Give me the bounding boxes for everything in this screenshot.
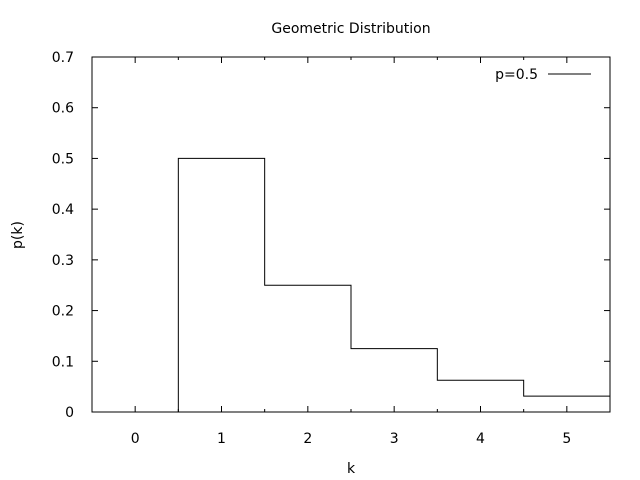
x-tick-label: 2 — [303, 431, 312, 447]
legend: p=0.5 — [495, 67, 591, 83]
y-tick-label: 0 — [65, 405, 74, 421]
x-tick-label: 5 — [562, 431, 571, 447]
x-tick-label: 0 — [131, 431, 140, 447]
x-tick-label: 1 — [217, 431, 226, 447]
y-axis: 0 0.1 0.2 0.3 0.4 0.5 0.6 0.7 — [52, 50, 610, 421]
y-tick-label: 0.3 — [52, 253, 74, 269]
plot-frame — [91, 56, 611, 413]
y-tick-label: 0.7 — [52, 50, 74, 66]
y-axis-label: p(k) — [10, 221, 26, 249]
chart-title: Geometric Distribution — [271, 21, 430, 37]
y-tick-label: 0.1 — [52, 354, 74, 370]
x-axis: 0 1 2 3 4 5 — [91, 57, 611, 447]
y-tick-label: 0.5 — [52, 151, 74, 167]
series-line — [92, 157, 610, 413]
series-layer — [92, 157, 610, 413]
legend-label: p=0.5 — [495, 67, 538, 83]
x-axis-label: k — [347, 461, 356, 477]
plot-area — [91, 56, 611, 413]
x-tick-label: 3 — [390, 431, 399, 447]
x-tick-label: 4 — [476, 431, 485, 447]
y-tick-label: 0.6 — [52, 101, 74, 117]
y-tick-label: 0.2 — [52, 304, 74, 320]
y-tick-label: 0.4 — [52, 202, 74, 218]
